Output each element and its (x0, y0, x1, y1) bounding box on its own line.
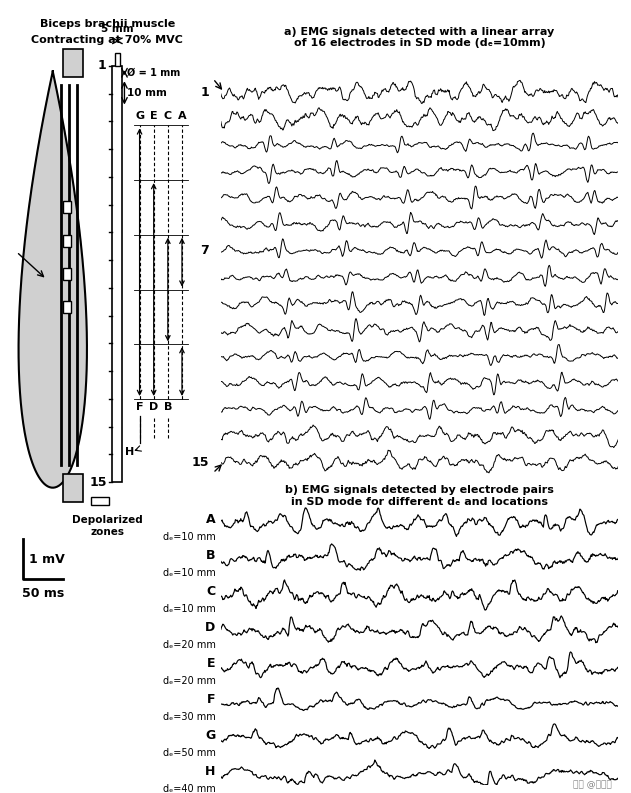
Text: C: C (164, 111, 172, 121)
Text: Biceps brachii muscle: Biceps brachii muscle (40, 19, 175, 29)
Text: dₑ=50 mm: dₑ=50 mm (163, 748, 216, 758)
Bar (63, 268, 71, 280)
Text: E: E (207, 657, 216, 670)
Text: a) EMG signals detected with a linear array
of 16 electrodes in SD mode (dₑ=10mm: a) EMG signals detected with a linear ar… (285, 26, 555, 48)
Text: dₑ=10 mm: dₑ=10 mm (163, 568, 216, 577)
Text: H: H (125, 446, 134, 457)
Text: F: F (136, 402, 143, 412)
Polygon shape (63, 49, 83, 77)
Polygon shape (18, 71, 87, 488)
Text: B: B (206, 549, 216, 562)
Text: b) EMG signals detected by electrode pairs
in SD mode for different dₑ and locat: b) EMG signals detected by electrode pai… (285, 485, 554, 507)
Text: 1: 1 (200, 86, 209, 99)
Text: 7: 7 (200, 244, 209, 257)
Text: 15: 15 (191, 456, 209, 469)
Text: Depolarized
zones: Depolarized zones (72, 515, 143, 537)
Text: 15: 15 (89, 476, 107, 488)
Text: dₑ=20 mm: dₑ=20 mm (163, 640, 216, 649)
Text: dₑ=10 mm: dₑ=10 mm (163, 531, 216, 542)
Bar (91, 497, 109, 505)
Bar (63, 235, 71, 247)
Text: D: D (149, 402, 158, 412)
Text: 10 mm: 10 mm (127, 88, 167, 98)
Text: D: D (205, 621, 216, 634)
Text: 1: 1 (98, 59, 107, 72)
Text: E: E (150, 111, 158, 121)
Text: 知乎 @拓重量: 知乎 @拓重量 (574, 780, 612, 789)
Bar (112, 66, 122, 482)
Text: G: G (135, 111, 144, 121)
Text: A: A (206, 513, 216, 526)
Text: B: B (163, 402, 172, 412)
Bar (63, 201, 71, 213)
Text: Contracting at 70% MVC: Contracting at 70% MVC (32, 36, 183, 45)
Text: dₑ=30 mm: dₑ=30 mm (163, 712, 216, 722)
Text: G: G (205, 729, 216, 742)
Text: C: C (206, 585, 216, 598)
Polygon shape (63, 474, 83, 502)
Text: 50 ms: 50 ms (22, 587, 64, 600)
Bar (63, 301, 71, 313)
Text: 1 mV: 1 mV (29, 553, 65, 565)
Text: Ø = 1 mm: Ø = 1 mm (127, 67, 180, 78)
Text: dₑ=10 mm: dₑ=10 mm (163, 603, 216, 614)
Text: dₑ=20 mm: dₑ=20 mm (163, 676, 216, 686)
Text: A: A (178, 111, 186, 121)
Text: dₑ=40 mm: dₑ=40 mm (163, 783, 216, 793)
Text: H: H (205, 765, 216, 778)
Text: F: F (207, 693, 216, 706)
Text: 5 mm: 5 mm (101, 24, 134, 34)
Bar (115, 53, 120, 66)
